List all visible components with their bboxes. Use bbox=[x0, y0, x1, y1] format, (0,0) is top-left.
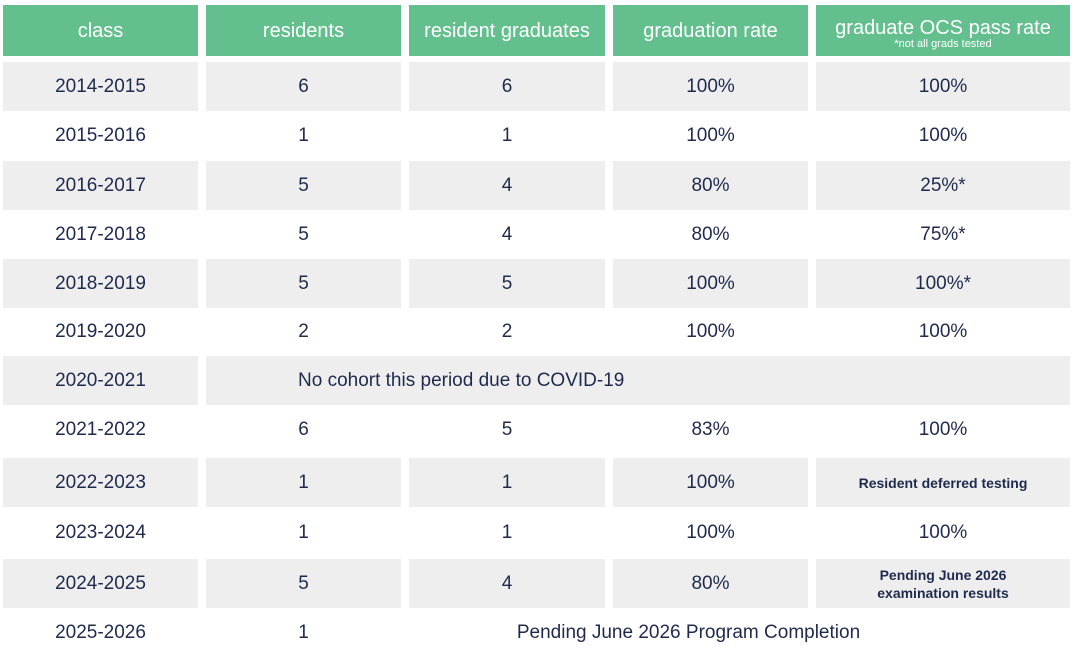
cell-graduation-rate: 100% bbox=[686, 124, 735, 146]
cell-residents: 5 bbox=[206, 161, 401, 210]
cell-class: 2020-2021 bbox=[3, 356, 198, 405]
cell-graduates: 4 bbox=[409, 161, 605, 210]
cell-class: 2022-2023 bbox=[3, 458, 198, 507]
header-class: class bbox=[3, 5, 198, 56]
cell-ocs-rate: 100% bbox=[918, 419, 968, 440]
cell-graduation-rate: 100% bbox=[613, 259, 808, 308]
cell-residents: 5 bbox=[206, 559, 401, 608]
header-class-label: class bbox=[77, 19, 124, 42]
header-ocs-pass-rate: graduate OCS pass rate *not all grads te… bbox=[816, 5, 1070, 56]
pending-completion-note: Pending June 2026 Program Completion bbox=[516, 621, 861, 643]
cell-class: 2015-2016 bbox=[55, 124, 146, 146]
no-cohort-note: No cohort this period due to COVID-19 bbox=[298, 369, 625, 391]
cell-class: 2017-2018 bbox=[55, 223, 146, 245]
cell-graduates: 2 bbox=[501, 321, 513, 342]
cell-graduation-rate: 100% bbox=[686, 522, 735, 543]
cell-ocs-rate: 75%* bbox=[920, 223, 966, 245]
header-residents-label: residents bbox=[262, 19, 345, 42]
cell-class: 2014-2015 bbox=[3, 62, 198, 111]
cell-residents: 5 bbox=[298, 223, 309, 245]
cell-graduation-rate: 80% bbox=[613, 161, 808, 210]
cell-residents: 1 bbox=[298, 124, 309, 146]
cell-graduates: 4 bbox=[501, 223, 513, 245]
cell-graduates: 1 bbox=[501, 522, 513, 543]
header-residents: residents bbox=[206, 5, 401, 56]
header-ocs-note: *not all grads tested bbox=[894, 37, 992, 50]
cell-graduates: 4 bbox=[409, 559, 605, 608]
cell-graduation-rate: 100% bbox=[686, 321, 735, 342]
cell-class: 2018-2019 bbox=[3, 259, 198, 308]
cell-ocs-rate: 100% bbox=[918, 522, 968, 543]
cell-residents: 1 bbox=[298, 621, 309, 643]
header-ocs-pass-rate-label: graduate OCS pass rate bbox=[835, 16, 1051, 39]
cell-ocs-rate: Pending June 2026 examination results bbox=[816, 559, 1070, 608]
cell-graduation-rate: 83% bbox=[691, 419, 730, 440]
cell-class: 2021-2022 bbox=[55, 419, 146, 440]
cell-class: 2024-2025 bbox=[3, 559, 198, 608]
cell-ocs-rate: 100%* bbox=[816, 259, 1070, 308]
ocs-pending-line-2: examination results bbox=[877, 584, 1009, 601]
cell-residents: 5 bbox=[206, 259, 401, 308]
cell-residents: 6 bbox=[206, 62, 401, 111]
cell-graduation-rate: 80% bbox=[613, 559, 808, 608]
cell-ocs-rate: 25%* bbox=[816, 161, 1070, 210]
cell-graduates: 5 bbox=[501, 419, 513, 440]
cell-graduates: 6 bbox=[409, 62, 605, 111]
no-cohort-note-cell: No cohort this period due to COVID-19 bbox=[206, 356, 1070, 405]
cell-residents: 6 bbox=[298, 419, 309, 440]
cell-class: 2025-2026 bbox=[55, 621, 146, 643]
header-graduation-rate-label: graduation rate bbox=[643, 19, 778, 42]
cell-graduates: 5 bbox=[409, 259, 605, 308]
cell-class: 2023-2024 bbox=[55, 522, 146, 543]
ocs-pending-line-1: Pending June 2026 bbox=[879, 566, 1007, 583]
header-resident-graduates-label: resident graduates bbox=[424, 19, 590, 42]
cell-graduation-rate: 80% bbox=[691, 223, 730, 245]
cell-residents: 2 bbox=[298, 321, 309, 342]
header-resident-graduates: resident graduates bbox=[409, 5, 605, 56]
cell-graduates: 1 bbox=[409, 458, 605, 507]
cell-class: 2019-2020 bbox=[55, 321, 146, 342]
cell-graduation-rate: 100% bbox=[613, 458, 808, 507]
header-graduation-rate: graduation rate bbox=[613, 5, 808, 56]
cell-class: 2016-2017 bbox=[3, 161, 198, 210]
cell-ocs-rate: Resident deferred testing bbox=[816, 458, 1070, 507]
cell-residents: 1 bbox=[298, 522, 309, 543]
cell-ocs-rate: 100% bbox=[918, 321, 968, 342]
cell-ocs-rate: 100% bbox=[918, 124, 968, 146]
cell-ocs-rate: 100% bbox=[816, 62, 1070, 111]
cell-graduates: 1 bbox=[501, 124, 513, 146]
cell-graduation-rate: 100% bbox=[613, 62, 808, 111]
cell-residents: 1 bbox=[206, 458, 401, 507]
